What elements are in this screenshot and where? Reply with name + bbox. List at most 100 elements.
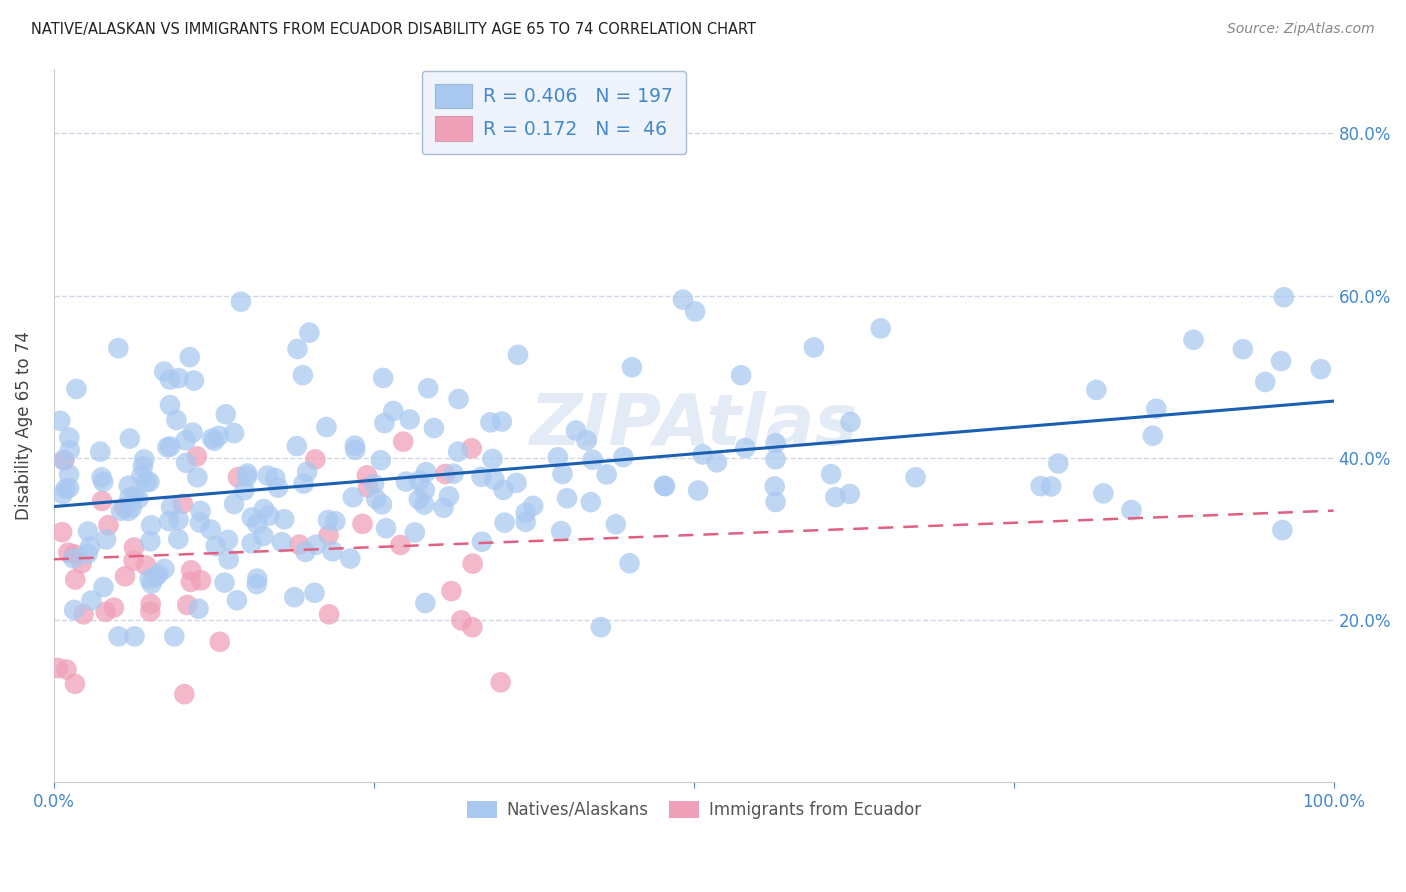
- Point: [153, 365, 176, 379]
- Point: [692, 448, 714, 462]
- Point: [180, 574, 202, 589]
- Point: [515, 515, 537, 529]
- Point: [382, 404, 405, 418]
- Point: [1092, 486, 1115, 500]
- Point: [287, 342, 309, 356]
- Point: [114, 569, 136, 583]
- Point: [344, 442, 367, 457]
- Point: [65, 382, 87, 396]
- Point: [371, 497, 394, 511]
- Point: [179, 350, 201, 364]
- Point: [72, 607, 94, 622]
- Point: [654, 479, 676, 493]
- Point: [375, 521, 398, 535]
- Point: [447, 444, 470, 458]
- Point: [1309, 362, 1331, 376]
- Point: [218, 552, 240, 566]
- Point: [363, 477, 385, 491]
- Point: [765, 495, 787, 509]
- Point: [214, 575, 236, 590]
- Point: [267, 481, 290, 495]
- Point: [325, 514, 347, 528]
- Point: [342, 490, 364, 504]
- Text: Source: ZipAtlas.com: Source: ZipAtlas.com: [1227, 22, 1375, 37]
- Point: [304, 586, 326, 600]
- Point: [157, 514, 180, 528]
- Point: [91, 475, 114, 489]
- Point: [1144, 401, 1167, 416]
- Point: [298, 326, 321, 340]
- Point: [706, 455, 728, 469]
- Point: [492, 483, 515, 497]
- Point: [208, 635, 231, 649]
- Point: [357, 480, 380, 494]
- Point: [1121, 503, 1143, 517]
- Point: [114, 500, 136, 515]
- Point: [186, 450, 208, 464]
- Point: [222, 497, 245, 511]
- Point: [222, 426, 245, 441]
- Point: [93, 580, 115, 594]
- Point: [97, 518, 120, 533]
- Point: [246, 572, 269, 586]
- Point: [181, 425, 204, 440]
- Point: [122, 554, 145, 568]
- Point: [49, 414, 72, 428]
- Point: [461, 557, 484, 571]
- Point: [201, 432, 224, 446]
- Point: [208, 429, 231, 443]
- Point: [505, 475, 527, 490]
- Point: [418, 381, 440, 395]
- Point: [134, 452, 156, 467]
- Point: [53, 453, 76, 467]
- Point: [135, 558, 157, 573]
- Point: [190, 574, 212, 588]
- Point: [447, 392, 470, 406]
- Point: [522, 499, 544, 513]
- Point: [91, 494, 114, 508]
- Point: [575, 434, 598, 448]
- Point: [551, 467, 574, 481]
- Point: [204, 539, 226, 553]
- Point: [820, 467, 842, 482]
- Point: [256, 468, 278, 483]
- Point: [58, 467, 80, 482]
- Point: [107, 341, 129, 355]
- Point: [440, 584, 463, 599]
- Point: [730, 368, 752, 383]
- Point: [76, 547, 98, 561]
- Point: [94, 533, 117, 547]
- Point: [180, 563, 202, 577]
- Point: [461, 620, 484, 634]
- Point: [322, 544, 344, 558]
- Point: [318, 607, 340, 622]
- Point: [283, 590, 305, 604]
- Point: [339, 551, 361, 566]
- Point: [408, 474, 430, 488]
- Point: [370, 453, 392, 467]
- Point: [392, 434, 415, 449]
- Point: [174, 456, 197, 470]
- Point: [683, 304, 706, 318]
- Point: [80, 593, 103, 607]
- Point: [253, 502, 276, 516]
- Point: [1182, 333, 1205, 347]
- Point: [233, 483, 256, 498]
- Point: [79, 540, 101, 554]
- Point: [582, 452, 605, 467]
- Point: [118, 504, 141, 518]
- Point: [77, 524, 100, 539]
- Point: [292, 476, 315, 491]
- Point: [215, 407, 238, 421]
- Point: [200, 523, 222, 537]
- Point: [371, 371, 394, 385]
- Point: [135, 475, 157, 489]
- Point: [118, 432, 141, 446]
- Point: [110, 504, 132, 518]
- Point: [190, 504, 212, 518]
- Point: [138, 475, 160, 489]
- Point: [437, 489, 460, 503]
- Point: [156, 440, 179, 454]
- Text: NATIVE/ALASKAN VS IMMIGRANTS FROM ECUADOR DISABILITY AGE 65 TO 74 CORRELATION CH: NATIVE/ALASKAN VS IMMIGRANTS FROM ECUADO…: [31, 22, 756, 37]
- Point: [398, 412, 420, 426]
